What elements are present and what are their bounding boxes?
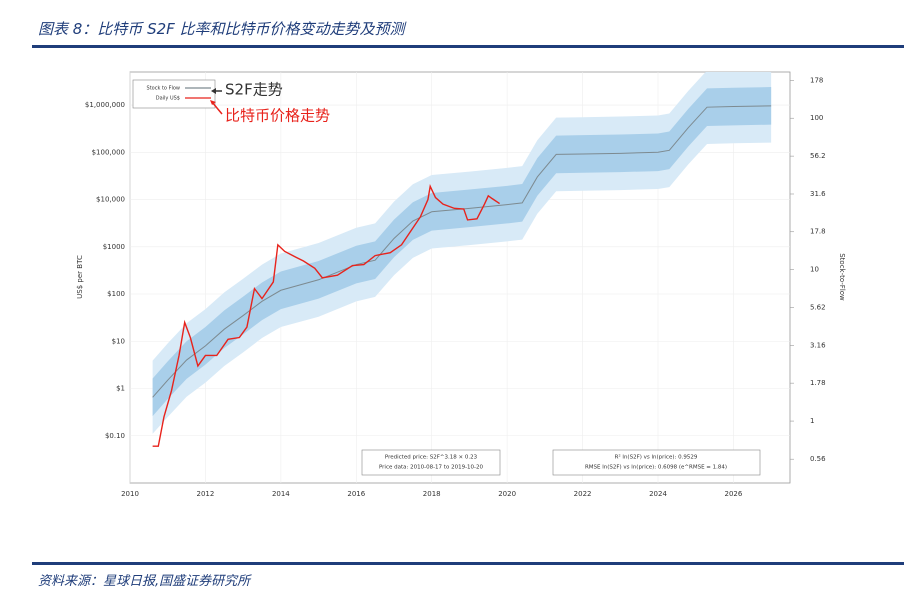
legend-label: Daily US$ bbox=[156, 96, 180, 102]
y2-tick-label: 1 bbox=[810, 417, 814, 425]
rule bbox=[32, 45, 904, 48]
y-tick-label: $10 bbox=[112, 337, 125, 345]
y2-tick-label: 100 bbox=[810, 114, 823, 122]
x-tick-label: 2018 bbox=[423, 490, 441, 498]
y-tick-label: $1000 bbox=[103, 243, 125, 251]
x-tick-label: 2010 bbox=[121, 490, 139, 498]
y-tick-label: $100,000 bbox=[92, 148, 125, 156]
y-tick-label: $0.10 bbox=[105, 432, 125, 440]
y2-tick-label: 10 bbox=[810, 266, 819, 274]
annotation: S2F走势 bbox=[225, 81, 283, 99]
y2-axis-label: Stock-to-Flow bbox=[838, 253, 846, 301]
legend bbox=[132, 79, 216, 109]
legend-label: Stock to Flow bbox=[147, 86, 180, 92]
arrow-head bbox=[210, 100, 216, 105]
band bbox=[152, 87, 772, 417]
y2-tick-label: 17.8 bbox=[810, 228, 826, 236]
text-box bbox=[552, 449, 761, 476]
x-tick-label: 2014 bbox=[272, 490, 290, 498]
x-tick-label: 2016 bbox=[347, 490, 365, 498]
x-tick-label: 2026 bbox=[725, 490, 743, 498]
y2-tick-label: 0.56 bbox=[810, 455, 826, 463]
box-text: Predicted price: S2F^3.18 × 0.23 bbox=[385, 455, 478, 461]
y2-tick-label: 5.62 bbox=[810, 304, 826, 312]
text-box bbox=[361, 449, 501, 476]
x-tick-label: 2022 bbox=[574, 490, 592, 498]
arrow bbox=[211, 101, 223, 115]
x-tick-label: 2024 bbox=[649, 490, 667, 498]
y-axis-label: US$ per BTC bbox=[76, 255, 84, 299]
y-tick-label: $10,000 bbox=[96, 196, 125, 204]
line bbox=[152, 105, 772, 398]
figure-title: 图表 8：比特币 S2F 比率和比特币价格变动走势及预测 bbox=[38, 20, 405, 38]
source-note: 资料来源：星球日报,国盛证券研究所 bbox=[38, 574, 251, 589]
box-text: R² ln(S2F) vs ln(price): 0.9529 bbox=[615, 454, 698, 461]
y2-tick-label: 56.2 bbox=[810, 152, 826, 160]
y2-tick-label: 1.78 bbox=[810, 379, 826, 387]
y2-tick-label: 178 bbox=[810, 76, 823, 84]
y2-tick-label: 3.16 bbox=[810, 341, 826, 349]
box-text: Price data: 2010-08-17 to 2019-10-20 bbox=[379, 465, 484, 471]
y-tick-label: $1,000,000 bbox=[85, 101, 125, 109]
y2-tick-label: 31.6 bbox=[810, 190, 826, 198]
y-tick-label: $100 bbox=[107, 290, 125, 298]
y-tick-label: $1 bbox=[116, 385, 125, 393]
arrow-head bbox=[211, 88, 216, 94]
rule bbox=[32, 562, 904, 565]
x-tick-label: 2020 bbox=[498, 490, 516, 498]
box-text: RMSE ln(S2F) vs ln(price): 0.6098 (e^RMS… bbox=[585, 465, 727, 471]
annotation: 比特币价格走势 bbox=[225, 107, 330, 125]
line bbox=[152, 184, 500, 447]
x-tick-label: 2012 bbox=[197, 490, 215, 498]
